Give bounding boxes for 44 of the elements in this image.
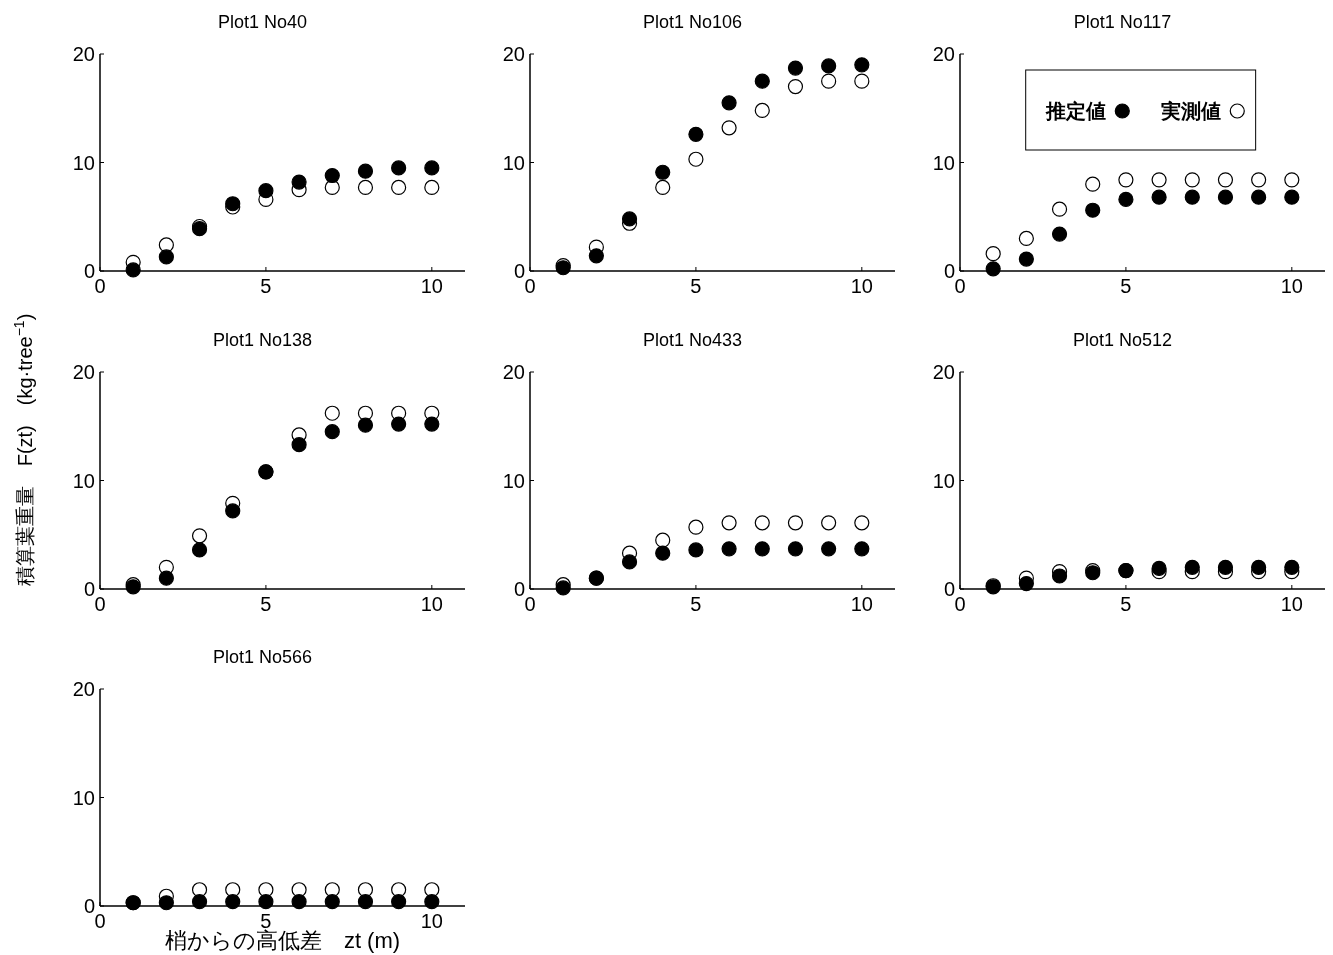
x-tick-label: 5	[1120, 275, 1132, 297]
y-tick-label: 10	[932, 469, 955, 492]
y-tick-label: 20	[72, 361, 95, 383]
x-tick-label: 5	[690, 593, 702, 615]
x-tick-label: 5	[1120, 593, 1132, 615]
x-tick-label: 10	[1280, 593, 1303, 615]
chart-title: Plot1 No433	[642, 330, 743, 350]
chart-title: Plot1 No40	[217, 12, 308, 32]
x-tick-label: 10	[420, 275, 443, 297]
y-tick-label: 10	[502, 469, 525, 492]
y-tick-label: 0	[83, 260, 95, 282]
y-tick-label: 0	[83, 895, 95, 917]
y-tick-label: 20	[932, 43, 955, 65]
chart-title: Plot1 No138	[212, 330, 313, 350]
x-tick-label: 10	[420, 910, 443, 932]
y-tick-label: 20	[72, 43, 95, 65]
y-tick-label: 0	[943, 578, 955, 600]
y-tick-label: 0	[943, 260, 955, 282]
x-tick-label: 5	[690, 275, 702, 297]
x-tick-label: 5	[260, 593, 272, 615]
x-tick-label: 10	[850, 593, 873, 615]
legend-label: 推定値	[1045, 100, 1107, 122]
x-tick-label: 10	[850, 275, 873, 297]
x-tick-label: 10	[420, 593, 443, 615]
y-tick-label: 20	[502, 361, 525, 383]
y-tick-label: 10	[502, 151, 525, 174]
y-tick-label: 0	[513, 260, 525, 282]
y-tick-label: 10	[72, 151, 95, 174]
y-tick-label: 0	[83, 578, 95, 600]
y-tick-label: 10	[72, 786, 95, 809]
chart-title: Plot1 No117	[1073, 12, 1172, 32]
y-tick-label: 0	[513, 578, 525, 600]
y-tick-label: 10	[932, 151, 955, 174]
chart-title: Plot1 No106	[642, 12, 743, 32]
chart-title: Plot1 No512	[1072, 330, 1173, 350]
x-axis-title: 梢からの高低差 zt (m)	[164, 928, 401, 953]
x-tick-label: 5	[260, 275, 272, 297]
y-tick-label: 20	[932, 361, 955, 383]
chart-title: Plot1 No566	[212, 647, 313, 667]
y-tick-label: 20	[502, 43, 525, 65]
y-tick-label: 20	[72, 678, 95, 700]
legend-label: 実測値	[1160, 100, 1222, 122]
x-tick-label: 10	[1280, 275, 1303, 297]
y-tick-label: 10	[72, 469, 95, 492]
